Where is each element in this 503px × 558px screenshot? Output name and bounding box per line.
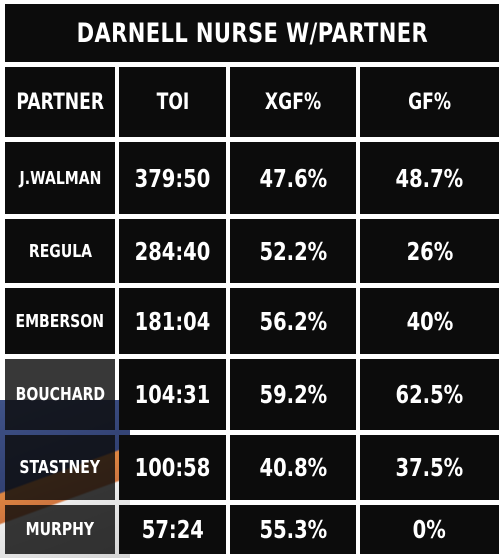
header-partner: PARTNER	[5, 67, 115, 137]
row-gf: 37.5%	[360, 435, 499, 500]
row-partner: BOUCHARD	[5, 359, 115, 430]
row-toi: 104:31	[119, 359, 226, 430]
row-toi: 284:40	[119, 219, 226, 283]
row-gf: 26%	[360, 219, 499, 283]
row-xgf: 40.8%	[230, 435, 356, 500]
header-xgf: XGF%	[230, 67, 356, 137]
row-toi: 181:04	[119, 288, 226, 354]
row-gf: 62.5%	[360, 359, 499, 430]
header-gf: GF%	[360, 67, 499, 137]
row-partner: STASTNEY	[5, 435, 115, 500]
row-xgf: 47.6%	[230, 142, 356, 214]
table-title: DARNELL NURSE W/PARTNER	[5, 4, 499, 62]
row-toi: 379:50	[119, 142, 226, 214]
row-partner: MURPHY	[5, 505, 115, 554]
row-xgf: 56.2%	[230, 288, 356, 354]
row-toi: 57:24	[119, 505, 226, 554]
row-xgf: 59.2%	[230, 359, 356, 430]
row-gf: 48.7%	[360, 142, 499, 214]
row-gf: 40%	[360, 288, 499, 354]
row-gf: 0%	[360, 505, 499, 554]
row-xgf: 52.2%	[230, 219, 356, 283]
row-toi: 100:58	[119, 435, 226, 500]
row-partner: EMBERSON	[5, 288, 115, 354]
header-toi: TOI	[119, 67, 226, 137]
row-xgf: 55.3%	[230, 505, 356, 554]
row-partner: REGULA	[5, 219, 115, 283]
row-partner: J.WALMAN	[5, 142, 115, 214]
